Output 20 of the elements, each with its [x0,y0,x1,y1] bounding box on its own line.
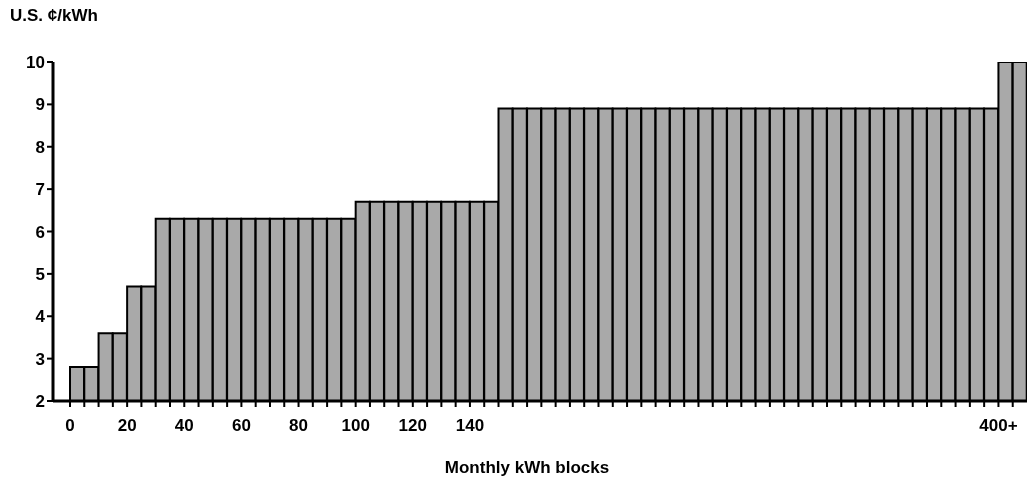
y-axis-title: U.S. ¢/kWh [10,6,98,26]
x-tick-label: 60 [231,416,251,435]
x-tick-label: 140 [455,416,485,435]
y-tick-label: 3 [35,349,45,369]
x-tick-label: 400+ [979,416,1018,435]
y-tick-label: 10 [26,53,45,73]
x-tick-label: 100 [341,416,370,435]
y-tick-label: 5 [35,264,45,284]
y-tick-label: 6 [35,222,45,242]
y-tick-label: 4 [35,307,46,327]
y-tick-label: 8 [35,137,45,157]
y-tick-label: 9 [35,95,45,115]
x-axis-title: Monthly kWh blocks [443,458,611,478]
x-tick-label: 40 [174,416,194,435]
x-tick-label: 120 [398,416,427,435]
y-tick-label: 7 [35,180,45,200]
y-tick-label: 2 [35,392,45,412]
x-tick-label: 0 [65,416,75,435]
x-tick-label: 20 [117,416,137,435]
x-tick-label: 80 [289,416,308,435]
